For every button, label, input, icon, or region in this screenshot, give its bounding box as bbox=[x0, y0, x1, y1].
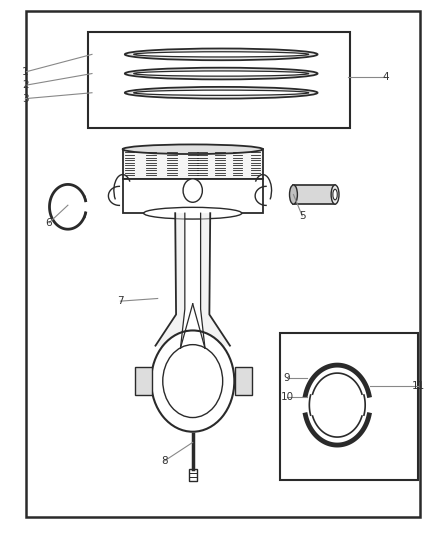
Polygon shape bbox=[155, 213, 185, 348]
Bar bbox=[189, 469, 197, 481]
Ellipse shape bbox=[331, 185, 339, 204]
Text: 3: 3 bbox=[22, 94, 29, 103]
Text: 4: 4 bbox=[382, 72, 389, 82]
Text: 1: 1 bbox=[22, 67, 29, 77]
Ellipse shape bbox=[134, 90, 309, 95]
Bar bbox=[123, 179, 263, 213]
Ellipse shape bbox=[134, 52, 309, 57]
Bar bbox=[88, 32, 350, 128]
Text: 10: 10 bbox=[280, 392, 293, 402]
Ellipse shape bbox=[123, 144, 263, 154]
Circle shape bbox=[163, 345, 223, 417]
Bar bbox=[135, 367, 152, 395]
Bar bbox=[280, 333, 418, 480]
Bar bbox=[293, 185, 335, 204]
Text: 8: 8 bbox=[161, 456, 168, 466]
Ellipse shape bbox=[333, 189, 337, 200]
Text: 11: 11 bbox=[412, 382, 425, 391]
Text: 6: 6 bbox=[46, 218, 53, 228]
Ellipse shape bbox=[125, 68, 318, 79]
Text: 9: 9 bbox=[283, 374, 290, 383]
Text: 2: 2 bbox=[22, 80, 29, 90]
Ellipse shape bbox=[290, 185, 297, 204]
Bar bbox=[235, 367, 252, 395]
Circle shape bbox=[151, 330, 234, 432]
Text: 5: 5 bbox=[299, 211, 306, 221]
Bar bbox=[123, 149, 263, 179]
Ellipse shape bbox=[125, 49, 318, 60]
Text: 7: 7 bbox=[117, 296, 124, 306]
Ellipse shape bbox=[134, 71, 309, 76]
Polygon shape bbox=[201, 213, 230, 348]
Ellipse shape bbox=[125, 87, 318, 99]
Ellipse shape bbox=[144, 207, 242, 219]
Circle shape bbox=[183, 179, 202, 203]
